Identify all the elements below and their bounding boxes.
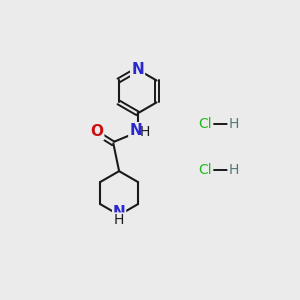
Text: N: N [131, 62, 144, 77]
Text: H: H [140, 125, 150, 139]
Text: H: H [228, 117, 239, 131]
Text: H: H [228, 163, 239, 177]
Text: N: N [129, 123, 142, 138]
Text: O: O [90, 124, 103, 140]
Text: N: N [113, 205, 125, 220]
Text: Cl: Cl [198, 117, 212, 131]
Text: H: H [114, 213, 124, 227]
Text: Cl: Cl [198, 163, 212, 177]
